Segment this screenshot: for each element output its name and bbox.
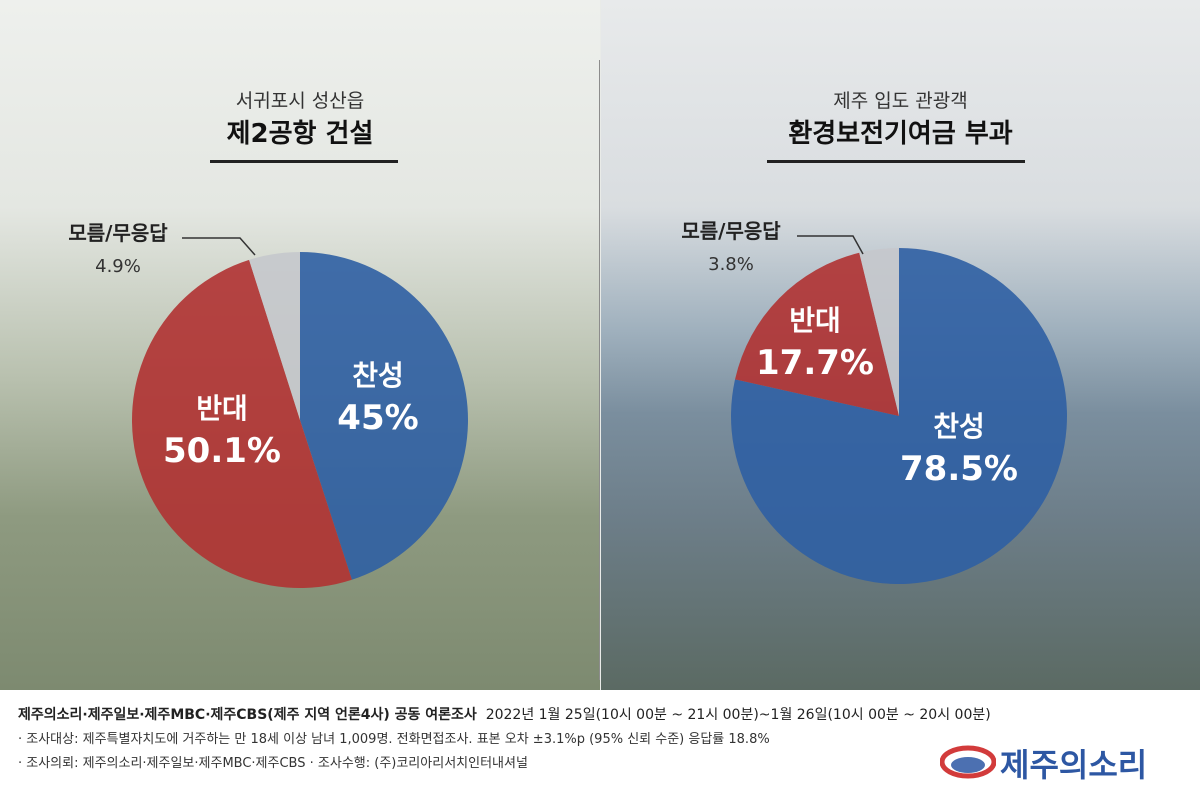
slice-value-no: 50.1%: [163, 431, 281, 471]
right-title: 환경보전기여금 부과: [788, 119, 1013, 149]
jejusori-logo: 제주의소리: [940, 738, 1185, 786]
pie-slice-no: [131, 259, 352, 589]
logo-text: 제주의소리: [1000, 746, 1148, 784]
slice-value-yes: 78.5%: [900, 449, 1018, 489]
pie-slice-yes: [300, 252, 468, 580]
pie-slice-no: [735, 252, 899, 416]
slice-value-no: 17.7%: [756, 343, 874, 383]
left-title: 제2공항 건설: [226, 119, 374, 149]
survey-source-title: 제주의소리·제주일보·제주MBC·제주CBS(제주 지역 언론4사) 공동 여론…: [18, 707, 477, 723]
slice-value-unknown: 3.8%: [708, 254, 754, 275]
pie-slice-yes: [731, 248, 1067, 584]
slice-label-unknown: 모름/무응답: [681, 219, 781, 243]
jejusori-swoosh-icon: [940, 745, 996, 779]
right-pie-chart: 찬성 78.5% 반대 17.7% 모름/무응답 3.8%: [681, 219, 1067, 584]
slice-label-unknown: 모름/무응답: [68, 221, 168, 245]
left-subtitle: 서귀포시 성산읍: [235, 90, 365, 112]
slice-label-yes: 찬성: [933, 410, 985, 443]
pie-slice-unknown: [249, 252, 300, 420]
footer: 제주의소리·제주일보·제주MBC·제주CBS(제주 지역 언론4사) 공동 여론…: [0, 690, 1200, 800]
right-panel: 제주 입도 관광객 환경보전기여금 부과 찬성 78.5% 반대 17.7% 모름/무응…: [601, 0, 1200, 690]
callout-line: [797, 235, 864, 255]
survey-note-client: · 조사의뢰: 제주의소리·제주일보·제주MBC·제주CBS · 조사수행: (…: [18, 756, 528, 771]
left-title-underline: [210, 160, 398, 163]
slice-label-yes: 찬성: [352, 359, 404, 392]
panel-divider: [599, 60, 600, 680]
right-subtitle: 제주 입도 관광객: [833, 90, 968, 112]
slice-value-yes: 45%: [337, 398, 418, 438]
slice-value-unknown: 4.9%: [95, 256, 141, 277]
survey-source: 제주의소리·제주일보·제주MBC·제주CBS(제주 지역 언론4사) 공동 여론…: [18, 704, 991, 724]
survey-source-date: 2022년 1월 25일(10시 00분 ~ 21시 00분)~1월 26일(1…: [485, 707, 991, 723]
slice-label-no: 반대: [789, 304, 841, 337]
left-pie-chart: 찬성 45% 반대 50.1% 모름/무응답 4.9%: [68, 221, 468, 589]
right-title-underline: [767, 160, 1025, 163]
left-panel: 서귀포시 성산읍 제2공항 건설 찬성 45% 반대 50.1% 모름/무응답 4.9%: [0, 0, 600, 690]
pie-slice-unknown: [859, 248, 899, 416]
survey-note-target: · 조사대상: 제주특별자치도에 거주하는 만 18세 이상 남녀 1,009명…: [18, 732, 770, 747]
callout-line: [182, 237, 256, 256]
slice-label-no: 반대: [196, 392, 248, 425]
